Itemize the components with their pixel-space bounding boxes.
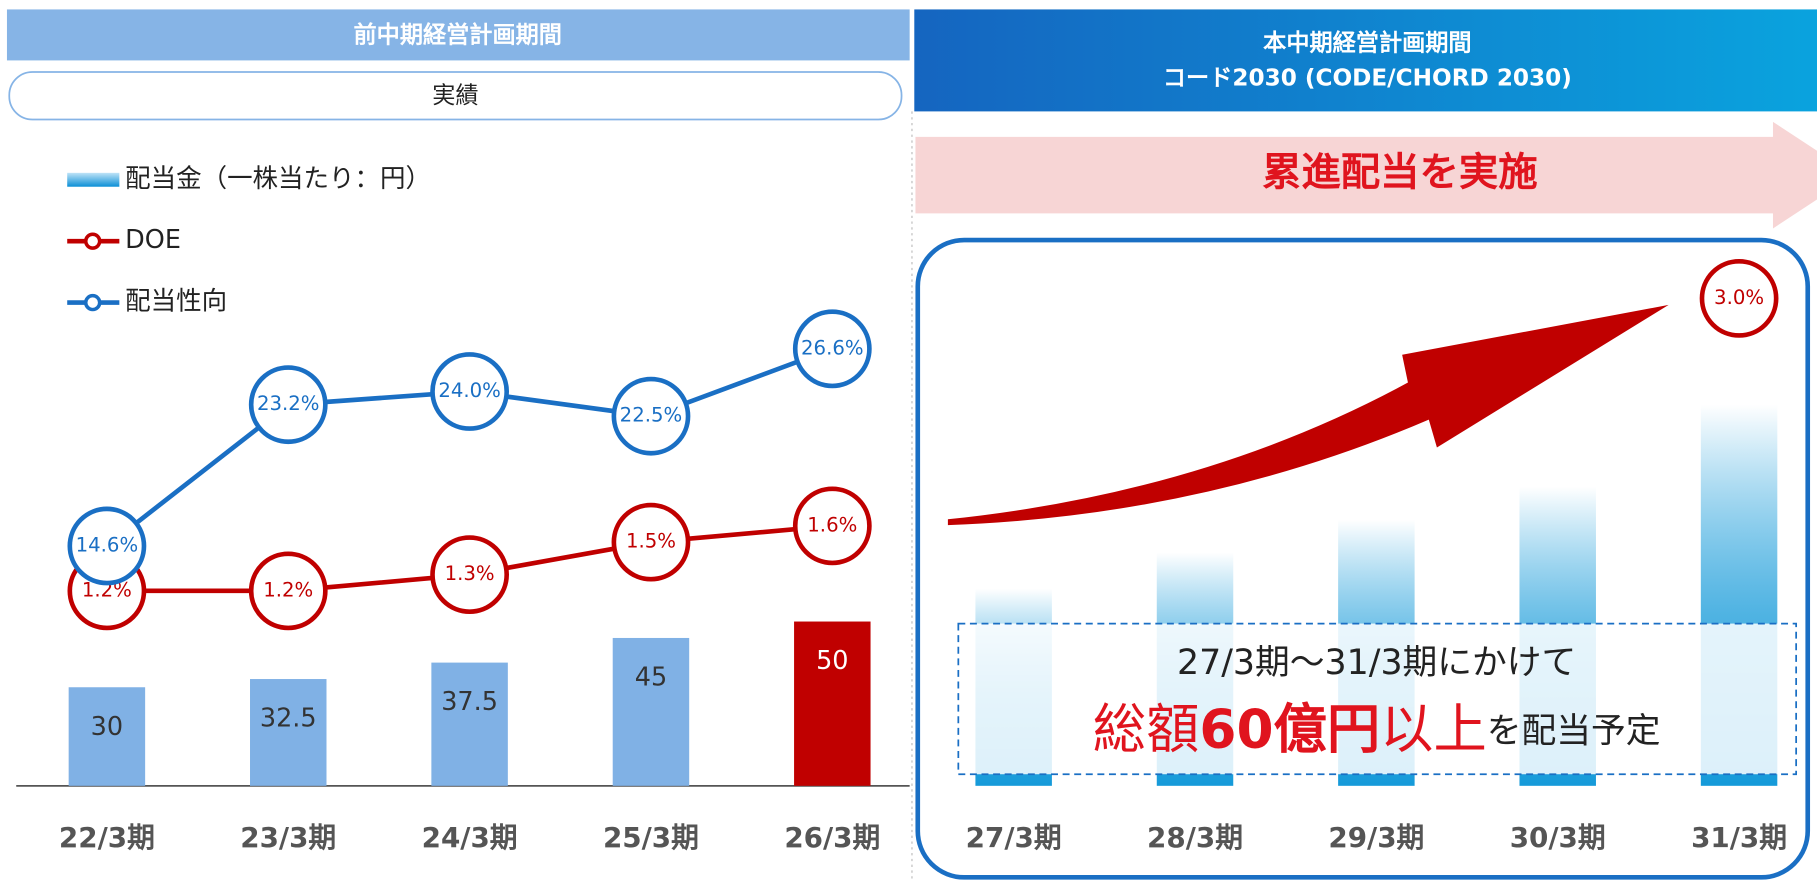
period-pill (8, 71, 903, 121)
x-tick-label: 24/3期 (422, 821, 518, 854)
line-value-label: 1.3% (445, 562, 495, 585)
line-value-label: 1.2% (82, 578, 132, 601)
x-tick-label: 25/3期 (603, 821, 699, 854)
x-tick-label: 30/3期 (1510, 821, 1606, 854)
x-tick-label: 27/3期 (966, 821, 1062, 854)
line-marker (792, 486, 872, 566)
line-value-label: 1.2% (263, 578, 313, 601)
bar (250, 679, 327, 786)
banner-text: 累進配当を実施 (1262, 150, 1538, 196)
callout-amount: 60億円 (1199, 698, 1380, 760)
line-value-label: 24.0% (438, 379, 501, 402)
bar-value-label: 30 (91, 712, 123, 742)
plan-frame (915, 237, 1811, 880)
bar-value-label: 32.5 (260, 704, 317, 734)
line-value-label: 1.5% (626, 530, 676, 553)
line-value-label: 1.6% (807, 513, 857, 536)
line-marker (67, 506, 147, 586)
callout-part: を配当予定 (1487, 712, 1661, 752)
bar (68, 687, 146, 786)
left-header (6, 9, 910, 61)
bar (612, 637, 690, 786)
legend-label: 配当金（一株当たり：円） (125, 164, 431, 194)
legend-marker (84, 232, 102, 250)
bar (794, 621, 871, 786)
line-value-label: 26.6% (801, 336, 864, 359)
x-tick-label: 29/3期 (1328, 821, 1424, 854)
right-header-title: 本中期経営計画期間 (1263, 30, 1471, 57)
callout-line1: 27/3期～31/3期にかけて (1177, 643, 1576, 683)
line-value-label: 23.2% (257, 392, 320, 415)
line-marker (792, 309, 872, 389)
line-marker (611, 376, 691, 456)
callout-part: 総額 (1093, 698, 1200, 760)
legend-label: DOE (125, 225, 181, 255)
line-marker (248, 551, 328, 631)
right-header (914, 9, 1817, 112)
callout-line2: 総額60億円以上を配当予定 (1093, 698, 1661, 760)
left-header-title: 前中期経営計画期間 (354, 22, 562, 49)
line-value-label: 22.5% (620, 404, 683, 427)
period-label: 実績 (432, 82, 478, 109)
legend-swatch (67, 172, 120, 187)
right-header-subtitle: コード2030 (CODE/CHORD 2030) (1163, 64, 1572, 91)
line-value-label: 3.0% (1714, 286, 1764, 309)
x-tick-label: 23/3期 (240, 821, 336, 854)
line-marker (248, 365, 328, 445)
x-tick-label: 31/3期 (1691, 821, 1787, 854)
callout-box (957, 622, 1798, 776)
x-tick-label: 28/3期 (1147, 821, 1243, 854)
bar-value-label: 37.5 (441, 687, 498, 717)
x-tick-label: 22/3期 (59, 821, 155, 854)
legend-label: 配当性向 (125, 287, 227, 317)
banner-arrow (915, 121, 1817, 229)
line-marker (430, 352, 510, 431)
line-value-label: 14.6% (76, 533, 139, 556)
line-marker (430, 535, 510, 614)
growth-arrow (947, 304, 1669, 526)
line-marker (611, 502, 691, 582)
legend-marker (84, 293, 102, 312)
bar-value-label: 45 (635, 663, 667, 693)
callout-part: 以上 (1380, 698, 1487, 760)
bar-value-label: 50 (816, 646, 848, 676)
line-marker (1699, 258, 1779, 338)
bar (431, 662, 508, 786)
x-tick-label: 26/3期 (784, 821, 880, 854)
